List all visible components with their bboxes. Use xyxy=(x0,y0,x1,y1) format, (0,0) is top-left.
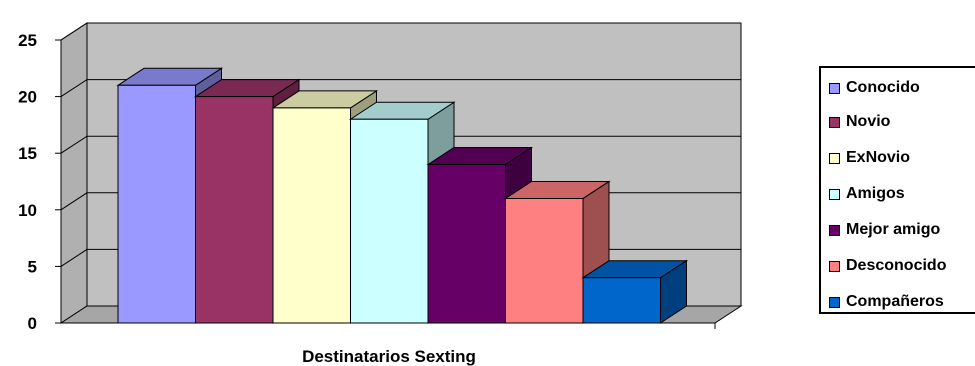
gridline xyxy=(60,79,741,98)
legend-swatch xyxy=(829,116,840,128)
legend-swatch xyxy=(829,82,840,94)
y-tick-label: 5 xyxy=(28,257,37,276)
legend-label: ExNovio xyxy=(846,149,911,166)
legend-label: Amigos xyxy=(846,185,905,202)
legend-label: Conocido xyxy=(846,79,920,96)
bar-front xyxy=(117,84,196,324)
gridline xyxy=(60,22,741,41)
legend-label: Mejor amigo xyxy=(846,221,941,238)
y-tick-label: 10 xyxy=(18,201,37,220)
y-tick-label: 25 xyxy=(18,31,37,50)
bar-mejor-amigo xyxy=(426,146,534,324)
bar-front xyxy=(427,164,506,324)
legend-item: Conocido xyxy=(821,78,920,98)
gridline xyxy=(60,135,741,154)
bar-front xyxy=(272,107,351,324)
legend-item: Compañeros xyxy=(821,292,944,312)
legend-item: Desconocido xyxy=(821,256,946,276)
y-tick-label: 15 xyxy=(18,144,37,163)
legend-swatch xyxy=(829,188,840,200)
bar-front xyxy=(350,118,429,324)
legend-swatch xyxy=(829,260,840,272)
legend-item: Amigos xyxy=(821,184,905,204)
legend-label: Novio xyxy=(846,113,891,130)
legend-label: Desconocido xyxy=(846,257,947,274)
bar-desconocido xyxy=(503,180,611,324)
legend-swatch xyxy=(829,152,840,164)
bar-front xyxy=(505,197,584,324)
bar-front xyxy=(582,277,661,324)
legend-swatch xyxy=(829,224,840,236)
legend-item: Mejor amigo xyxy=(821,220,940,240)
legend: Conocido Novio ExNovio Amigos Mejor amigo Des… xyxy=(819,66,975,314)
x-axis-label: Destinatarios Sexting xyxy=(302,347,476,366)
legend-item: Novio xyxy=(821,112,890,132)
legend-item: ExNovio xyxy=(821,148,910,168)
legend-label: Compañeros xyxy=(846,293,944,310)
legend-swatch xyxy=(829,296,840,308)
y-tick-label: 20 xyxy=(18,88,37,107)
bar-front xyxy=(195,96,274,324)
bar-compañeros xyxy=(581,259,689,324)
side-wall xyxy=(60,22,88,324)
y-tick-label: 0 xyxy=(28,314,37,333)
